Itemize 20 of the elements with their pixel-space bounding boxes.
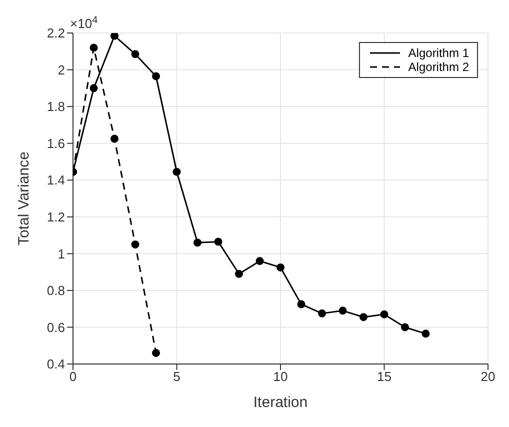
y-axis-title: Total Variance <box>15 152 32 246</box>
y-tick-label: 1.4 <box>46 172 65 188</box>
x-axis-title: Iteration <box>253 394 308 411</box>
y-tick-label: 1.8 <box>46 99 65 114</box>
y-tick-label: 2 <box>58 62 65 78</box>
y-tick-label: 1.6 <box>46 136 65 151</box>
x-tick-label: 0 <box>69 369 77 384</box>
y-tick-label: 0.6 <box>46 320 65 335</box>
y-tick-label: 0.4 <box>46 356 65 372</box>
legend-label: Algorithm 2 <box>408 60 469 74</box>
y-tick-label: 0.8 <box>46 283 65 298</box>
y-tick-label: 2.2 <box>46 26 65 41</box>
legend-label: Algorithm 1 <box>408 46 469 60</box>
text: ×10$^{4}$ <box>70 14 98 31</box>
x-tick-label: 20 <box>480 369 496 384</box>
x-tick-label: 15 <box>377 369 392 384</box>
x-tick-label: 10 <box>273 369 288 384</box>
x-tick-label: 5 <box>173 369 180 384</box>
y-tick-label: 1 <box>58 246 65 262</box>
y-tick-label: 1.2 <box>46 210 65 225</box>
